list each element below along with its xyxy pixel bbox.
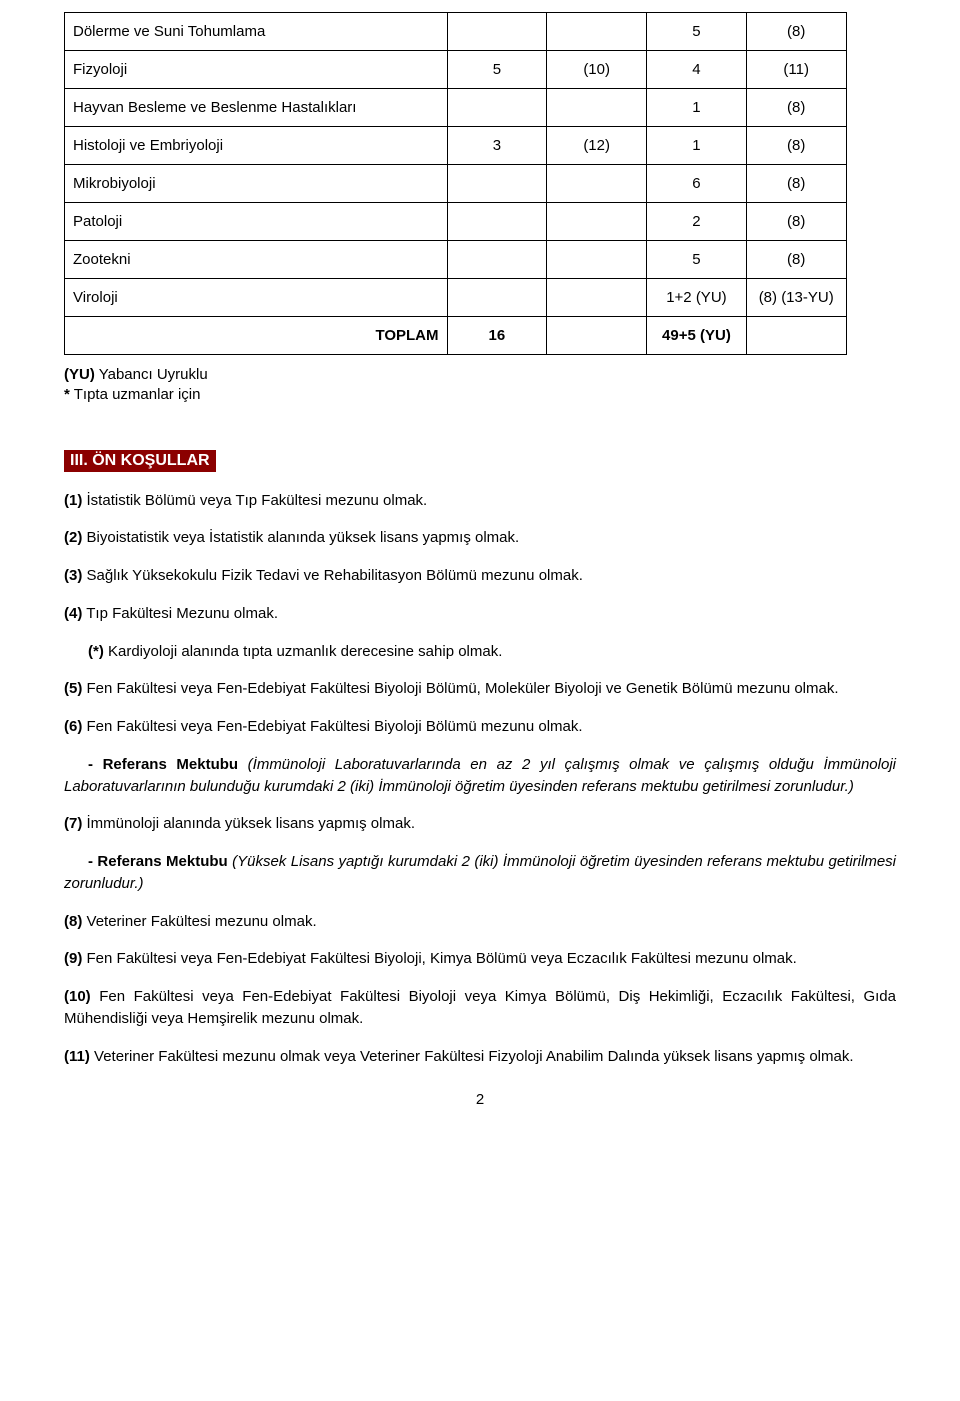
p-text: İmmünoloji alanında yüksek lisans yapmış…: [82, 815, 415, 832]
p-label: (2): [64, 529, 82, 546]
p-text: İstatistik Bölümü veya Tıp Fakültesi mez…: [82, 492, 427, 509]
total-label: TOPLAM: [65, 317, 448, 355]
p-text: Tıp Fakültesi Mezunu olmak.: [82, 605, 278, 622]
p-text: Fen Fakültesi veya Fen-Edebiyat Fakültes…: [64, 988, 896, 1027]
row-c2: (10): [547, 51, 647, 89]
row-c4: (8): [746, 89, 846, 127]
p-label: (7): [64, 815, 82, 832]
row-c2: [547, 241, 647, 279]
ref-label: - Referans Mektubu: [88, 853, 232, 870]
table-row: Mikrobiyoloji 6 (8): [65, 165, 897, 203]
prerequisites-body: (1) İstatistik Bölümü veya Tıp Fakültesi…: [64, 490, 896, 1068]
table-row: Viroloji 1+2 (YU) (8) (13-YU): [65, 279, 897, 317]
row-c4: (8): [746, 241, 846, 279]
row-ext: [846, 279, 896, 317]
row-ext: [846, 203, 896, 241]
p-label: (9): [64, 950, 82, 967]
row-c2: [547, 89, 647, 127]
total-row: TOPLAM 16 49+5 (YU): [65, 317, 897, 355]
table-row: Zootekni 5 (8): [65, 241, 897, 279]
p-label: (10): [64, 988, 91, 1005]
page-number: 2: [64, 1091, 896, 1108]
row-name: Patoloji: [65, 203, 448, 241]
p-text: Fen Fakültesi veya Fen-Edebiyat Fakültes…: [82, 950, 796, 967]
row-name: Zootekni: [65, 241, 448, 279]
p-label: (3): [64, 567, 82, 584]
row-c2: (12): [547, 127, 647, 165]
row-c3: 1: [647, 89, 747, 127]
row-c2: [547, 13, 647, 51]
total-c3: 49+5 (YU): [647, 317, 747, 355]
section-heading: III. ÖN KOŞULLAR: [64, 450, 216, 472]
row-ext: [846, 165, 896, 203]
row-c1: [447, 241, 547, 279]
p-label: (6): [64, 718, 82, 735]
row-c1: [447, 279, 547, 317]
row-c1: [447, 203, 547, 241]
row-ext: [846, 127, 896, 165]
row-ext: [846, 317, 896, 355]
row-ext: [846, 13, 896, 51]
ref-label: - Referans Mektubu: [88, 756, 248, 773]
row-name: Viroloji: [65, 279, 448, 317]
total-c4: [746, 317, 846, 355]
row-c1: [447, 165, 547, 203]
row-name: Fizyoloji: [65, 51, 448, 89]
p-text: Sağlık Yüksekokulu Fizik Tedavi ve Rehab…: [82, 567, 583, 584]
p-text: Biyoistatistik veya İstatistik alanında …: [82, 529, 519, 546]
row-c3: 6: [647, 165, 747, 203]
row-c4: (8): [746, 165, 846, 203]
p-text: Fen Fakültesi veya Fen-Edebiyat Fakültes…: [82, 718, 582, 735]
table-row: Hayvan Besleme ve Beslenme Hastalıkları …: [65, 89, 897, 127]
row-c3: 5: [647, 13, 747, 51]
row-c2: [547, 165, 647, 203]
footnote-text: Tıpta uzmanlar için: [70, 386, 201, 403]
row-ext: [846, 51, 896, 89]
footnote-label: (YU): [64, 366, 95, 383]
row-name: Mikrobiyoloji: [65, 165, 448, 203]
row-c4: (8): [746, 13, 846, 51]
row-name: Histoloji ve Embriyoloji: [65, 127, 448, 165]
table-row: Dölerme ve Suni Tohumlama 5 (8): [65, 13, 897, 51]
table-footnotes: (YU) Yabancı Uyruklu * Tıpta uzmanlar iç…: [64, 365, 896, 406]
p-text: Kardiyoloji alanında tıpta uzmanlık dere…: [104, 643, 503, 660]
row-c4: (8) (13-YU): [746, 279, 846, 317]
row-c4: (11): [746, 51, 846, 89]
row-c3: 4: [647, 51, 747, 89]
row-ext: [846, 241, 896, 279]
p-label: (8): [64, 913, 82, 930]
row-c4: (8): [746, 127, 846, 165]
row-c2: [547, 279, 647, 317]
total-c2: [547, 317, 647, 355]
row-c3: 1+2 (YU): [647, 279, 747, 317]
row-name: Hayvan Besleme ve Beslenme Hastalıkları: [65, 89, 448, 127]
row-c3: 5: [647, 241, 747, 279]
row-name: Dölerme ve Suni Tohumlama: [65, 13, 448, 51]
p-text: Fen Fakültesi veya Fen-Edebiyat Fakültes…: [82, 680, 838, 697]
p-label: (5): [64, 680, 82, 697]
footnote-text: Yabancı Uyruklu: [95, 366, 208, 383]
p-label: (*): [88, 643, 104, 660]
table-row: Histoloji ve Embriyoloji 3 (12) 1 (8): [65, 127, 897, 165]
row-c1: [447, 89, 547, 127]
table-row: Patoloji 2 (8): [65, 203, 897, 241]
p-label: (4): [64, 605, 82, 622]
p-text: Veteriner Fakültesi mezunu olmak veya Ve…: [90, 1048, 854, 1065]
row-c3: 2: [647, 203, 747, 241]
table-row: Fizyoloji 5 (10) 4 (11): [65, 51, 897, 89]
row-c1: [447, 13, 547, 51]
total-c1: 16: [447, 317, 547, 355]
p-label: (1): [64, 492, 82, 509]
row-c1: 5: [447, 51, 547, 89]
row-c2: [547, 203, 647, 241]
row-ext: [846, 89, 896, 127]
p-text: Veteriner Fakültesi mezunu olmak.: [82, 913, 316, 930]
row-c4: (8): [746, 203, 846, 241]
p-label: (11): [64, 1048, 90, 1065]
requirements-table: Dölerme ve Suni Tohumlama 5 (8) Fizyoloj…: [64, 12, 896, 355]
row-c3: 1: [647, 127, 747, 165]
row-c1: 3: [447, 127, 547, 165]
